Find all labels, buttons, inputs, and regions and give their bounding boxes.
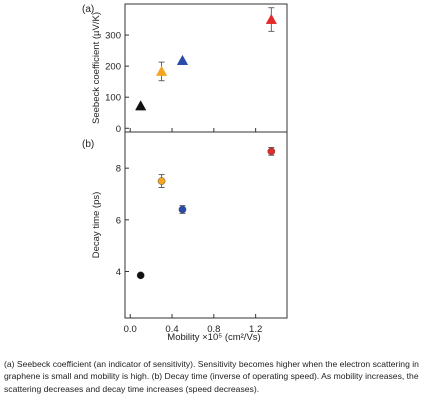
data-point — [157, 177, 166, 185]
data-point — [135, 100, 147, 111]
plot-frame — [124, 131, 288, 319]
data-point — [176, 54, 189, 65]
x-tick-label: 0.0 — [124, 324, 137, 335]
y-tick-label: 0 — [116, 124, 121, 135]
data-point — [136, 271, 145, 280]
plot-frame — [124, 3, 288, 133]
y-tick-label: 4 — [116, 267, 121, 278]
x-tick-label: 0.4 — [165, 324, 178, 335]
x-tick-label: 0.8 — [207, 324, 220, 335]
x-tick-label: 1.2 — [249, 324, 262, 335]
x-axis-label: Mobility ×10⁵ (cm²/Vs) — [167, 332, 260, 343]
figure-caption: (a) Seebeck coefficient (an indicator of… — [4, 359, 419, 394]
y-tick-label: 300 — [105, 31, 121, 42]
y-axis-label: Seebeck coefficient (µV/K) — [91, 12, 102, 124]
panel-b-decay-time: (b) 4 6 8 0.0 0.4 0.8 1.2 Decay time (ps) Mobilit… — [82, 131, 288, 343]
panel-label: (b) — [82, 139, 94, 150]
data-point — [267, 147, 276, 156]
y-tick-label: 100 — [105, 93, 121, 104]
panel-label: (a) — [82, 4, 94, 15]
data-point — [265, 13, 277, 24]
data-point — [155, 65, 168, 76]
y-tick-label: 8 — [116, 164, 121, 175]
data-point — [178, 205, 187, 214]
y-tick-label: 6 — [116, 215, 121, 226]
y-axis-label: Decay time (ps) — [91, 192, 102, 259]
y-tick-label: 200 — [105, 62, 121, 73]
